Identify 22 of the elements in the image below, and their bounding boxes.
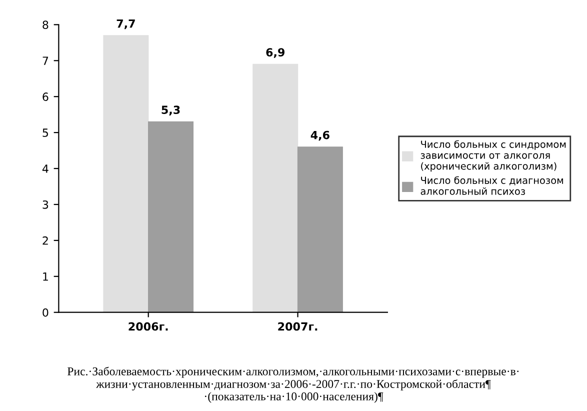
x-tick-label: 2006г. bbox=[128, 322, 168, 331]
y-tick-label: 3 bbox=[42, 200, 48, 209]
y-tick-label: 6 bbox=[42, 92, 48, 101]
x-tick-label: 2007г. bbox=[278, 322, 318, 331]
data-label: 7,7 bbox=[116, 19, 135, 30]
bar bbox=[148, 121, 194, 312]
bar bbox=[103, 35, 149, 312]
y-tick-label: 8 bbox=[42, 20, 48, 30]
text: Рис.·Заболеваемость·хроническим·алкоголизмом,·алкогольными·психозами·с·впервые·в· жизни·установленным·диагнозом·за·2006·-2007·г.г.·по·Костромской·области¶ ·(показатель·на·10·000·населения)¶ bbox=[68, 366, 519, 403]
bar bbox=[252, 64, 298, 312]
legend-label: Число больных с диагнозом алкогольный психоз bbox=[420, 176, 564, 195]
bar bbox=[297, 146, 343, 312]
data-label: 5,3 bbox=[162, 106, 180, 116]
data-label: 6,9 bbox=[266, 48, 284, 58]
y-tick-label: 5 bbox=[42, 128, 48, 137]
legend-label: Число больных с синдромом зависимости от алкоголя (хронический алкоголизм) bbox=[420, 140, 566, 172]
y-tick-label: 0 bbox=[42, 308, 48, 317]
y-tick-label: 7 bbox=[42, 56, 48, 65]
data-label: 4,6 bbox=[310, 130, 330, 141]
y-tick-label: 1 bbox=[43, 272, 48, 281]
y-tick-label: 2 bbox=[42, 236, 48, 245]
y-tick-label: 4 bbox=[42, 164, 48, 173]
